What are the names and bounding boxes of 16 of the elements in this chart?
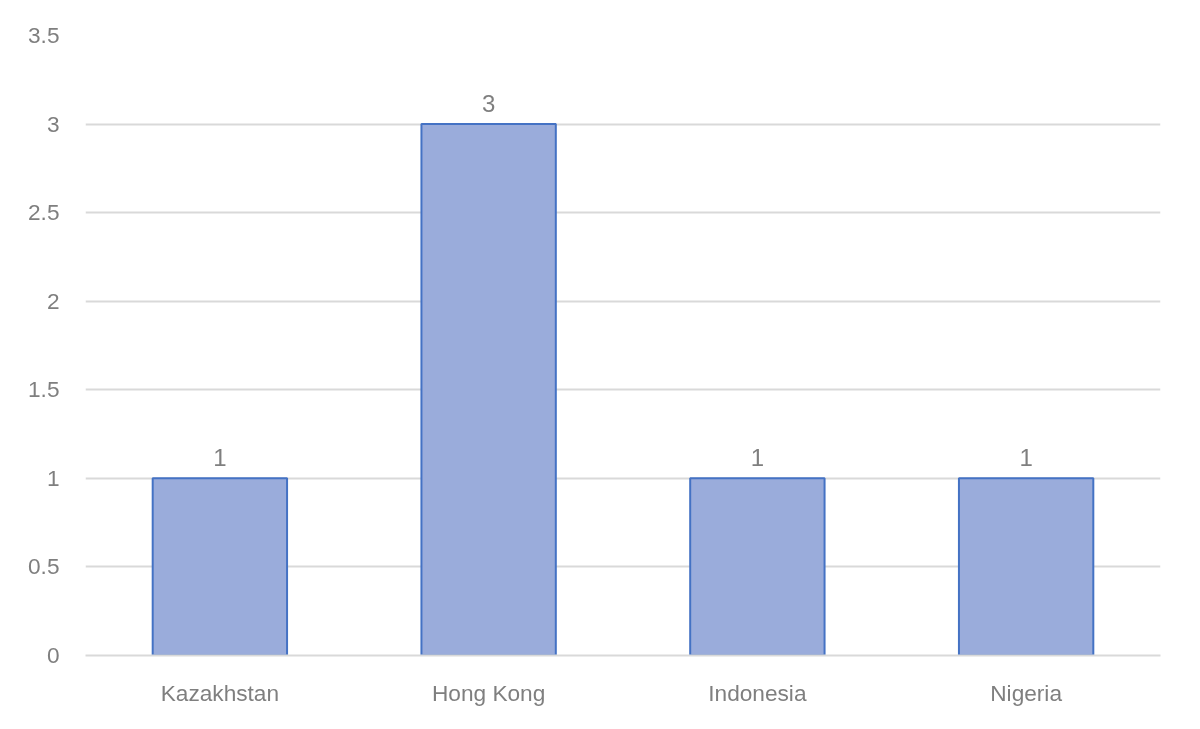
y-tick-label: 1.5: [28, 376, 60, 403]
x-tick-label: Nigeria: [990, 679, 1063, 706]
x-tick-label: Indonesia: [708, 679, 807, 706]
y-tick-label: 0: [46, 642, 60, 668]
y-tick-label: 0.5: [28, 553, 60, 580]
y-tick-label: 3.5: [28, 22, 60, 48]
y-tick-label: 2.5: [28, 199, 60, 226]
y-tick-label: 2: [46, 287, 60, 314]
data-label: 1: [750, 444, 765, 472]
x-tick-label: Kazakhstan: [160, 679, 280, 706]
x-tick-label: Hong Kong: [431, 679, 546, 706]
data-label: 1: [1019, 444, 1033, 472]
data-label: 1: [213, 444, 227, 472]
data-label: 3: [481, 90, 496, 118]
y-tick-label: 3: [46, 110, 60, 137]
y-tick-label: 1: [46, 464, 60, 491]
